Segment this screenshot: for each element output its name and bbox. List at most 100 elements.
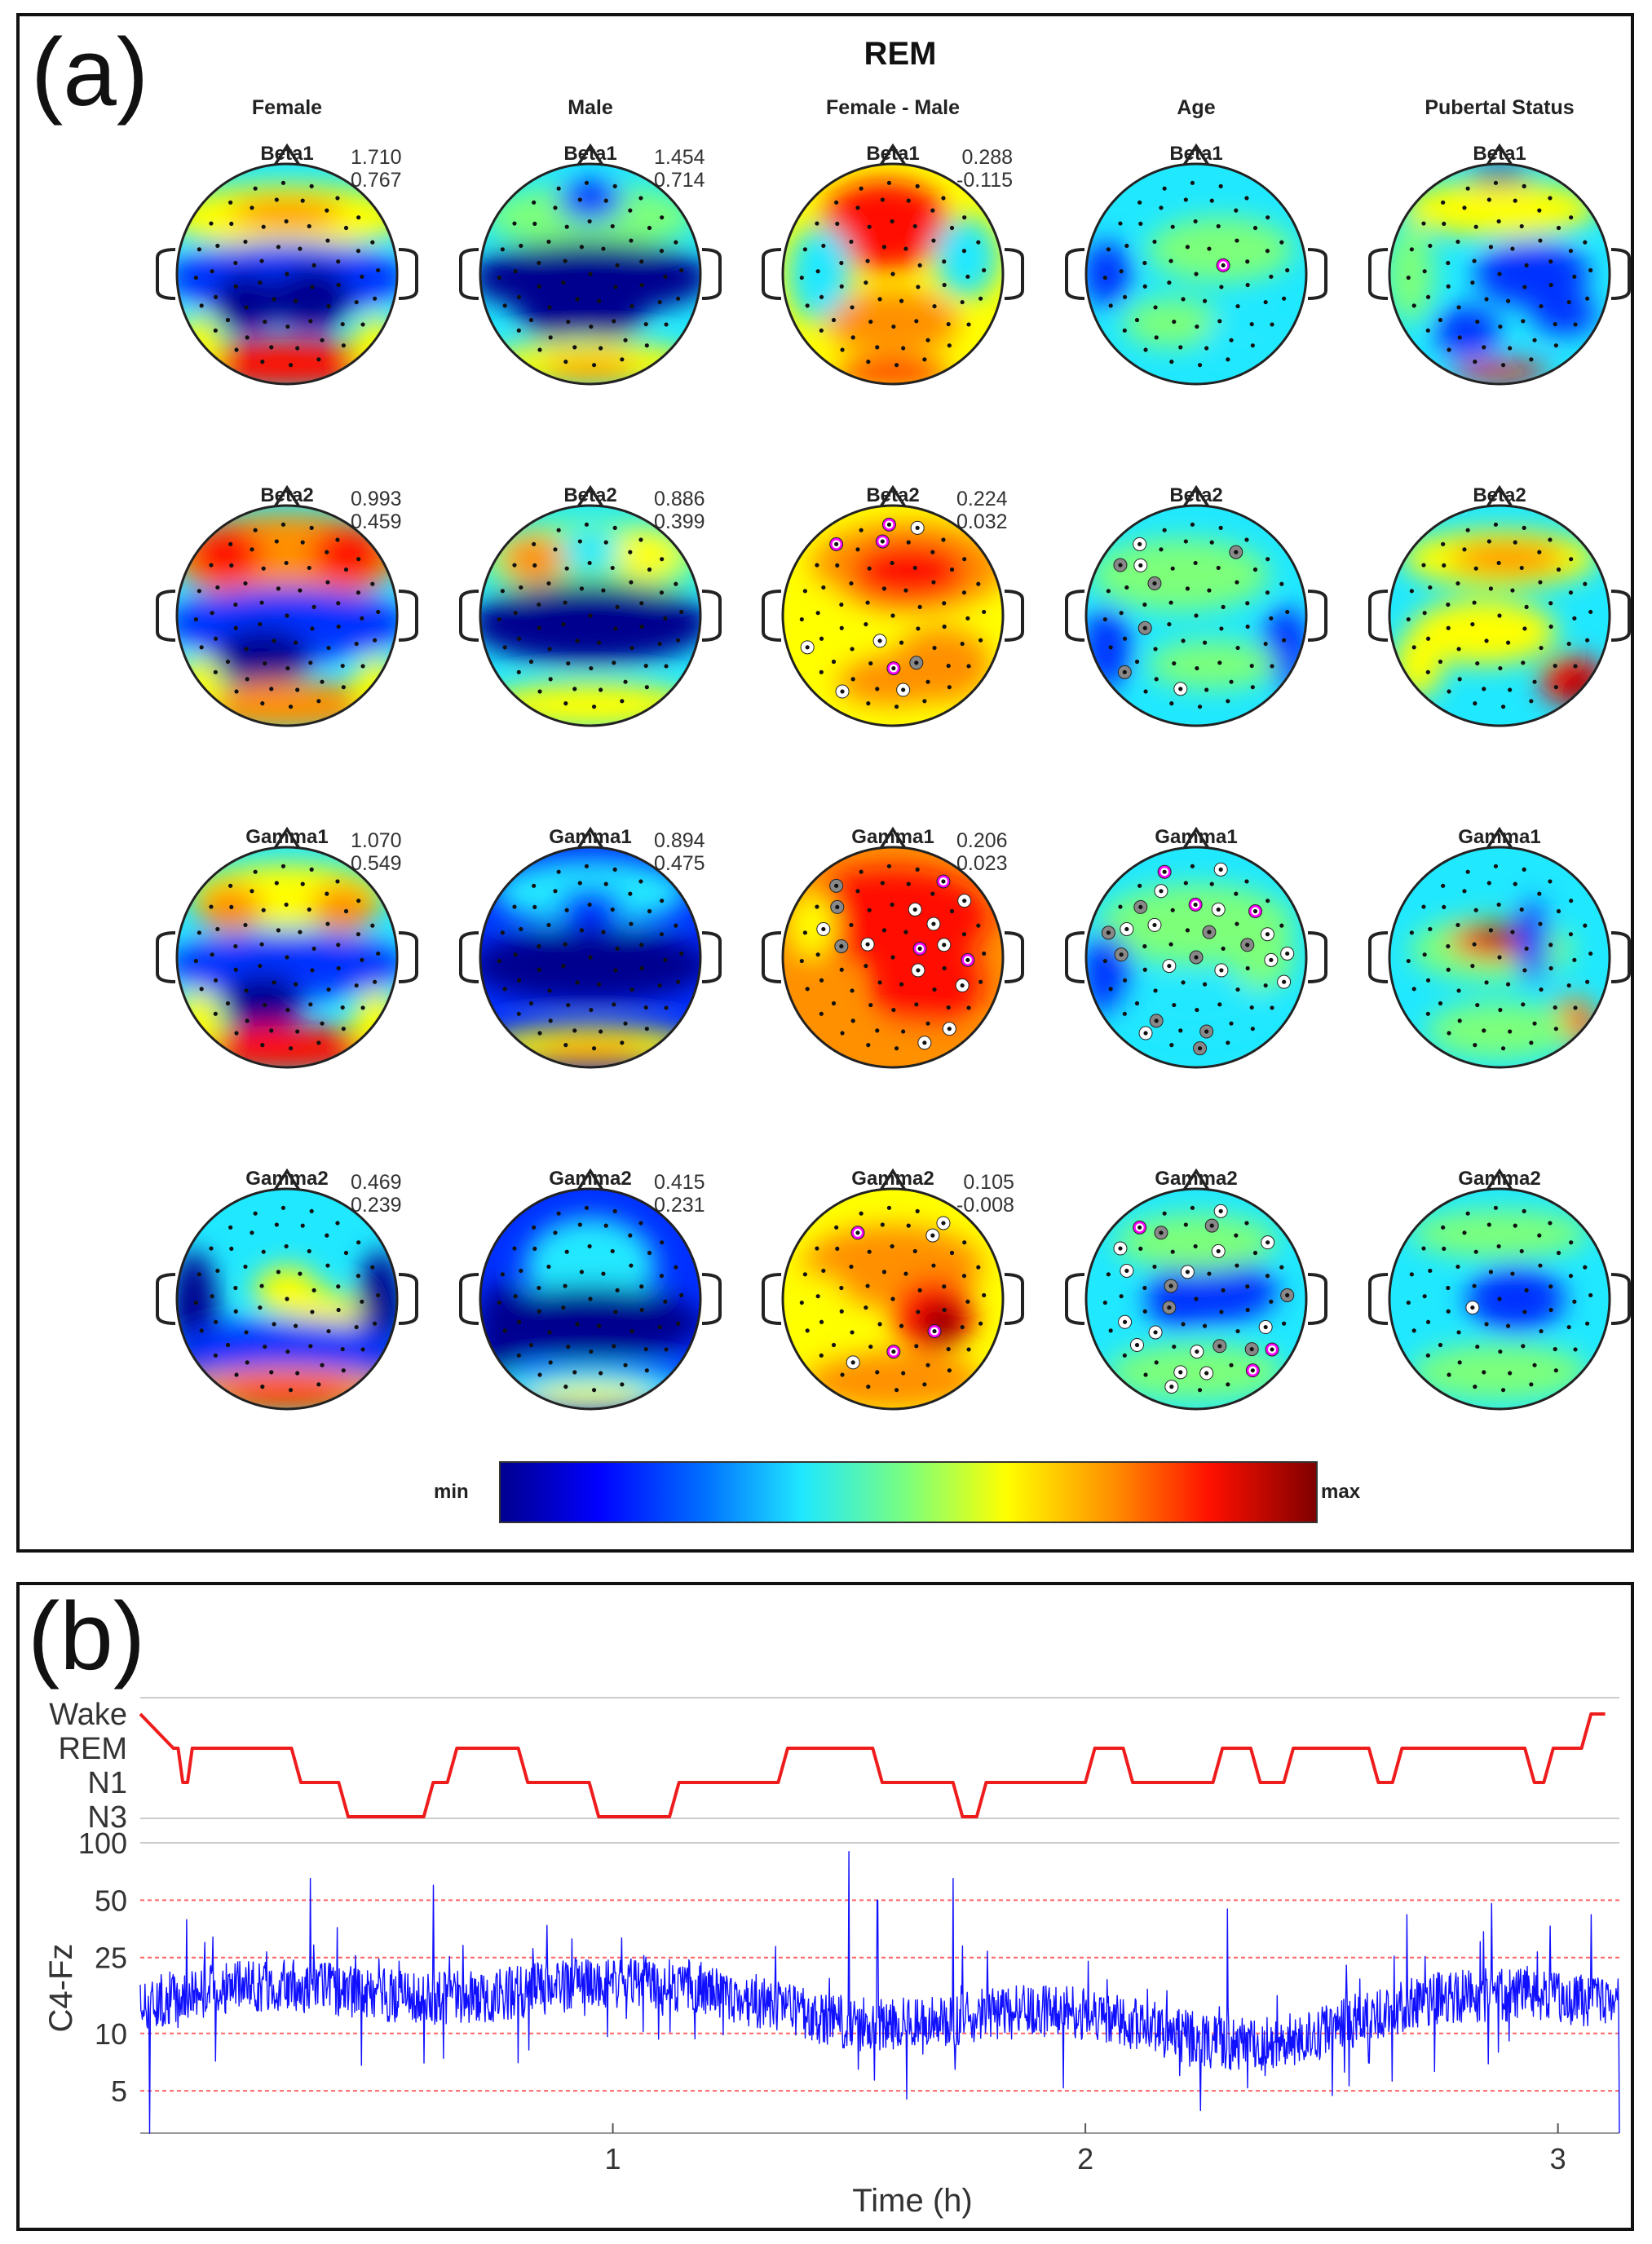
electrode (1235, 580, 1239, 585)
electrode (1209, 1223, 1214, 1228)
electrode (1484, 980, 1489, 985)
electrode (269, 1028, 274, 1033)
electrode (821, 926, 826, 932)
electrode (1513, 1223, 1517, 1228)
electrode (326, 1328, 331, 1334)
electrode (599, 1029, 603, 1034)
head-ear (1368, 931, 1389, 983)
electrode (1219, 626, 1224, 631)
electrode (620, 699, 625, 704)
electrode (300, 540, 305, 545)
electrode (1217, 660, 1222, 665)
electrode (664, 1347, 669, 1352)
electrode (1524, 946, 1529, 952)
electrode (891, 1349, 896, 1354)
topomap-pubertal-status-beta2 (1368, 484, 1631, 727)
electrode (819, 328, 824, 333)
electrode (276, 245, 281, 250)
electrode (1548, 259, 1553, 264)
electrode (949, 908, 955, 914)
electrode (209, 563, 214, 568)
electrode (659, 932, 665, 937)
electrode (528, 1001, 534, 1006)
electrode (855, 547, 860, 552)
electrode (901, 1029, 906, 1034)
electrode (243, 922, 248, 928)
electrode (1122, 1011, 1127, 1016)
electrode (260, 1043, 265, 1048)
head-outline (1084, 846, 1308, 1069)
eeg-trace (139, 1851, 1620, 2134)
electrode (587, 902, 592, 908)
electrode (519, 585, 523, 590)
electrode (566, 1002, 571, 1008)
electrode (799, 1300, 804, 1305)
head-ear (1610, 931, 1631, 983)
electrode (629, 1328, 634, 1334)
electrode (1183, 197, 1188, 202)
electrode (1266, 1240, 1270, 1245)
x-tick-label: 2 (1077, 2142, 1093, 2176)
electrode (233, 625, 238, 630)
head-outline (479, 162, 702, 386)
electrode (1106, 1272, 1111, 1277)
electrode (298, 1271, 303, 1276)
electrode (537, 1372, 542, 1377)
electrode (561, 1305, 566, 1310)
electrode (1482, 1370, 1486, 1375)
electrode (1505, 640, 1511, 645)
topomap-female-male-gamma1 (762, 826, 1024, 1069)
electrode (676, 296, 681, 301)
electrode (1119, 1294, 1124, 1299)
electrode (537, 1031, 542, 1036)
electrode (877, 1322, 882, 1327)
electrode (880, 197, 885, 202)
electrode (1266, 557, 1270, 562)
electrode (548, 335, 553, 340)
electrode (831, 659, 837, 665)
electrode (1245, 282, 1250, 288)
head-ear (1610, 1273, 1631, 1325)
electrode (1209, 881, 1214, 886)
head-nose (576, 826, 605, 850)
electrode (1235, 1263, 1239, 1268)
electrode (932, 987, 937, 992)
electrode (1279, 240, 1284, 245)
electrode (1532, 338, 1537, 342)
electrode (1181, 297, 1186, 302)
electrode (912, 907, 917, 912)
electrode (1152, 1264, 1157, 1270)
electrode (1486, 539, 1491, 544)
electrode (664, 664, 669, 669)
electrode (925, 1021, 930, 1026)
electrode (819, 636, 824, 641)
electrode (1181, 1322, 1186, 1327)
electrode (1522, 1310, 1527, 1314)
electrode (1470, 621, 1475, 627)
electrode (584, 864, 590, 868)
electrode (942, 259, 947, 264)
electrode (1252, 567, 1258, 572)
electrode (1462, 205, 1467, 210)
electrode (1137, 541, 1142, 546)
electrode (1441, 1225, 1446, 1230)
electrode (1221, 604, 1226, 610)
electrode (516, 294, 522, 299)
electrode (1522, 525, 1526, 530)
electrode (1263, 983, 1268, 988)
electrode (866, 701, 871, 706)
electrode (1197, 1388, 1203, 1393)
electrode (258, 1305, 263, 1310)
electrode (1553, 321, 1557, 327)
electrode (1539, 987, 1544, 992)
electrode (245, 1018, 250, 1023)
electrode (1465, 1211, 1470, 1216)
electrode (1142, 943, 1147, 949)
electrode (1472, 942, 1477, 947)
range-max: 0.206 (956, 829, 1008, 852)
electrode (1538, 238, 1543, 243)
electrode (556, 528, 561, 532)
electrode (639, 943, 644, 948)
electrode (210, 611, 214, 616)
electrode (589, 324, 594, 329)
